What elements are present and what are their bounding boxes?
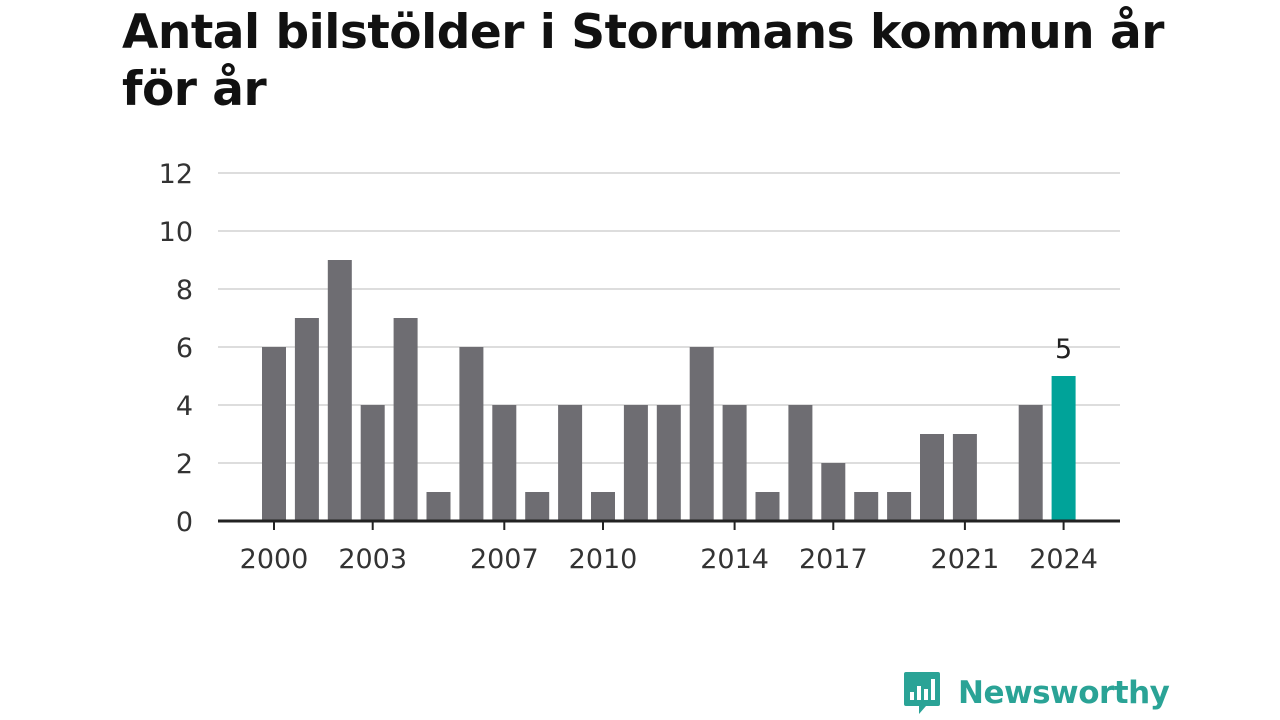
bar bbox=[854, 492, 879, 521]
bar bbox=[591, 492, 615, 521]
x-tick-label: 2010 bbox=[569, 544, 638, 575]
data-labels: 5 bbox=[1055, 334, 1072, 365]
x-tick-label: 2021 bbox=[931, 544, 1000, 575]
y-tick-label: 2 bbox=[176, 449, 193, 480]
bar-highlight bbox=[1051, 376, 1076, 521]
bar bbox=[459, 347, 484, 521]
bars bbox=[262, 260, 1076, 521]
bar bbox=[558, 405, 583, 521]
chart-title: Antal bilstölder i Storumans kommun år f… bbox=[122, 5, 1164, 117]
x-tick-label: 2024 bbox=[1029, 544, 1098, 575]
data-label: 5 bbox=[1055, 334, 1072, 365]
bar bbox=[722, 405, 747, 521]
bar bbox=[689, 347, 714, 521]
bar bbox=[656, 405, 681, 521]
y-tick-label: 0 bbox=[176, 507, 193, 538]
y-tick-label: 12 bbox=[159, 159, 193, 190]
bar bbox=[262, 347, 286, 521]
x-axis-ticks: 2000 2003 2007 2010 2014 2017 2021 2024 bbox=[240, 521, 1098, 575]
bar bbox=[821, 463, 846, 521]
bar bbox=[920, 434, 944, 521]
bar bbox=[360, 405, 385, 521]
x-tick-label: 2003 bbox=[338, 544, 407, 575]
bar-chart-speech-bubble-icon bbox=[904, 672, 940, 714]
newsworthy-logo: Newsworthy bbox=[902, 670, 1170, 716]
y-tick-label: 4 bbox=[176, 391, 193, 422]
bar bbox=[623, 405, 648, 521]
bar bbox=[755, 492, 780, 521]
y-axis-ticks: 0 2 4 6 8 10 12 bbox=[159, 159, 193, 538]
bar bbox=[393, 318, 418, 521]
bar bbox=[887, 492, 912, 521]
bar bbox=[327, 260, 352, 521]
bar bbox=[525, 492, 550, 521]
x-tick-label: 2007 bbox=[470, 544, 539, 575]
y-tick-label: 8 bbox=[176, 275, 193, 306]
bar bbox=[788, 405, 813, 521]
bar bbox=[492, 405, 517, 521]
x-tick-label: 2000 bbox=[240, 544, 309, 575]
y-tick-label: 6 bbox=[176, 333, 193, 364]
bar bbox=[952, 434, 977, 521]
bar bbox=[1018, 405, 1043, 521]
x-tick-label: 2014 bbox=[700, 544, 769, 575]
y-tick-label: 10 bbox=[159, 217, 193, 248]
bar bbox=[294, 318, 319, 521]
brand-name: Newsworthy bbox=[958, 675, 1170, 711]
x-tick-label: 2017 bbox=[799, 544, 868, 575]
bar bbox=[426, 492, 451, 521]
